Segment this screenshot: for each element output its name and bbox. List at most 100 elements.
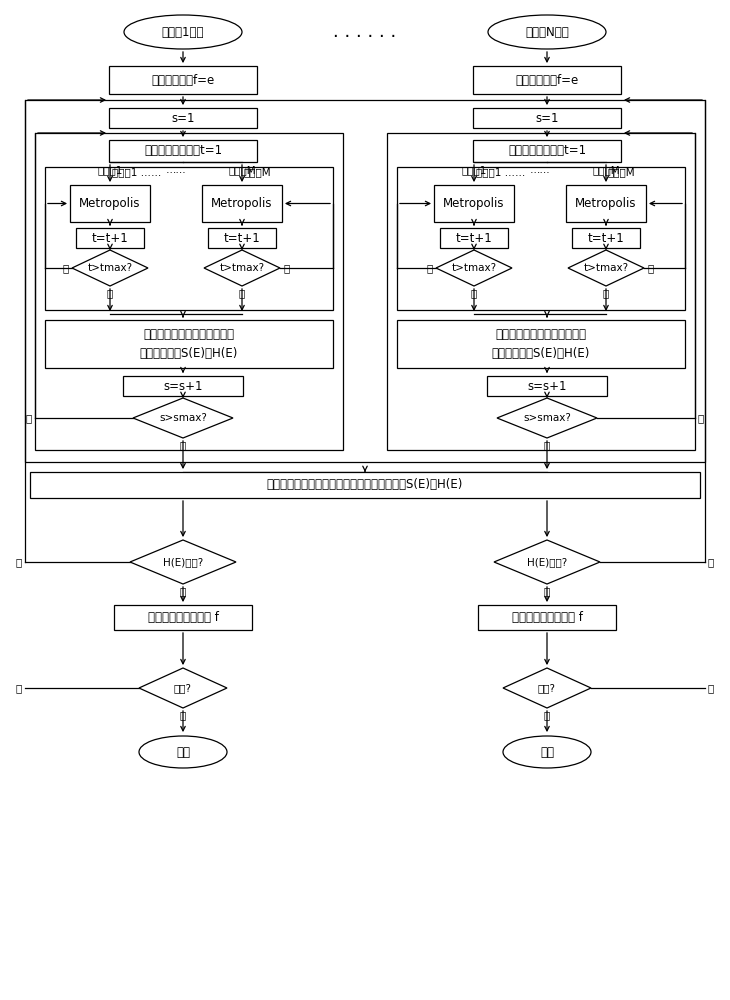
Polygon shape	[436, 250, 512, 286]
Polygon shape	[72, 250, 148, 286]
Ellipse shape	[139, 736, 227, 768]
Text: 初始化参数，f=e: 初始化参数，f=e	[151, 74, 215, 87]
Ellipse shape	[124, 15, 242, 49]
Text: 是: 是	[544, 440, 550, 450]
FancyBboxPatch shape	[70, 185, 150, 222]
FancyBboxPatch shape	[434, 185, 514, 222]
Text: t=t+1: t=t+1	[456, 232, 492, 244]
FancyBboxPatch shape	[440, 228, 508, 248]
Text: 分线程M: 分线程M	[608, 167, 636, 177]
Text: 所有线程间相互通信，计算得: 所有线程间相互通信，计算得	[496, 328, 586, 341]
FancyBboxPatch shape	[487, 376, 607, 396]
Text: t>tmax?: t>tmax?	[583, 263, 629, 273]
Text: t>tmax?: t>tmax?	[451, 263, 496, 273]
FancyBboxPatch shape	[473, 66, 621, 94]
Text: 是: 是	[180, 710, 186, 720]
Text: 否: 否	[708, 557, 714, 567]
Text: 结束?: 结束?	[538, 683, 556, 693]
Polygon shape	[497, 398, 597, 438]
FancyBboxPatch shape	[30, 472, 700, 498]
Text: s=s+1: s=s+1	[164, 379, 203, 392]
Text: t=t+1: t=t+1	[92, 232, 128, 244]
FancyBboxPatch shape	[397, 320, 685, 368]
Text: 分线程1 ……: 分线程1 ……	[112, 167, 161, 177]
Text: . . . . . .: . . . . . .	[334, 23, 396, 41]
Text: Metropolis: Metropolis	[80, 197, 141, 210]
FancyBboxPatch shape	[208, 228, 276, 248]
Text: 是: 是	[544, 586, 550, 596]
Text: 否: 否	[647, 263, 653, 273]
Text: 分进程N开始: 分进程N开始	[525, 25, 569, 38]
Text: 是: 是	[180, 586, 186, 596]
Text: 分线程1 ……: 分线程1 ……	[476, 167, 526, 177]
Text: 分线程1: 分线程1	[461, 165, 487, 175]
Text: 否: 否	[63, 263, 69, 273]
Ellipse shape	[503, 736, 591, 768]
Text: 否: 否	[698, 413, 704, 423]
FancyBboxPatch shape	[478, 605, 616, 630]
Text: s>smax?: s>smax?	[523, 413, 571, 423]
Text: s>smax?: s>smax?	[159, 413, 207, 423]
Polygon shape	[133, 398, 233, 438]
Text: s=s+1: s=s+1	[527, 379, 566, 392]
Text: t>tmax?: t>tmax?	[220, 263, 264, 273]
Text: 否: 否	[427, 263, 433, 273]
Text: 按方式改变修正因子 f: 按方式改变修正因子 f	[512, 611, 583, 624]
FancyBboxPatch shape	[45, 320, 333, 368]
Polygon shape	[130, 540, 236, 584]
Text: t=t+1: t=t+1	[588, 232, 624, 244]
Text: 所有进程间相互通信，计算和更新得到全局的S(E)，H(E): 所有进程间相互通信，计算和更新得到全局的S(E)，H(E)	[266, 479, 464, 491]
Text: 是: 是	[471, 288, 477, 298]
FancyBboxPatch shape	[572, 228, 640, 248]
Text: Metropolis: Metropolis	[443, 197, 504, 210]
Text: 分线程M: 分线程M	[592, 165, 620, 175]
Text: ……: ……	[166, 165, 186, 175]
Ellipse shape	[488, 15, 606, 49]
FancyBboxPatch shape	[114, 605, 252, 630]
Polygon shape	[568, 250, 644, 286]
Text: 结束: 结束	[540, 746, 554, 758]
Text: t>tmax?: t>tmax?	[88, 263, 133, 273]
Text: 是: 是	[603, 288, 609, 298]
Text: 结束?: 结束?	[174, 683, 192, 693]
Text: Metropolis: Metropolis	[211, 197, 273, 210]
Text: 到整个区间的S(E)，H(E): 到整个区间的S(E)，H(E)	[492, 347, 590, 360]
Polygon shape	[494, 540, 600, 584]
FancyBboxPatch shape	[202, 185, 282, 222]
Text: 是: 是	[544, 710, 550, 720]
Text: H(E)平缓?: H(E)平缓?	[527, 557, 567, 567]
Text: 对能量区间分段，t=1: 对能量区间分段，t=1	[508, 144, 586, 157]
FancyBboxPatch shape	[473, 140, 621, 162]
FancyBboxPatch shape	[109, 108, 257, 128]
FancyBboxPatch shape	[109, 140, 257, 162]
FancyBboxPatch shape	[566, 185, 646, 222]
FancyBboxPatch shape	[473, 108, 621, 128]
Text: 结束: 结束	[176, 746, 190, 758]
Polygon shape	[503, 668, 591, 708]
Text: 否: 否	[283, 263, 289, 273]
Polygon shape	[139, 668, 227, 708]
Text: 按方式改变修正因子 f: 按方式改变修正因子 f	[147, 611, 218, 624]
Text: H(E)平缓?: H(E)平缓?	[163, 557, 203, 567]
FancyBboxPatch shape	[76, 228, 144, 248]
Text: 所有线程间相互通信，计算得: 所有线程间相互通信，计算得	[144, 328, 234, 341]
Text: 初始化参数，f=e: 初始化参数，f=e	[515, 74, 579, 87]
Text: 否: 否	[26, 413, 32, 423]
Text: 分线程M: 分线程M	[244, 167, 272, 177]
Text: 分线程M: 分线程M	[228, 165, 256, 175]
FancyBboxPatch shape	[123, 376, 243, 396]
Text: t=t+1: t=t+1	[223, 232, 261, 244]
Text: 分线程1: 分线程1	[97, 165, 123, 175]
Text: 是: 是	[239, 288, 245, 298]
Text: 对能量区间分段，t=1: 对能量区间分段，t=1	[144, 144, 222, 157]
Text: s=1: s=1	[172, 111, 195, 124]
Text: 否: 否	[16, 557, 22, 567]
Text: 否: 否	[708, 683, 714, 693]
Text: 到整个区间的S(E)，H(E): 到整个区间的S(E)，H(E)	[140, 347, 238, 360]
Text: 是: 是	[107, 288, 113, 298]
Text: s=1: s=1	[535, 111, 558, 124]
FancyBboxPatch shape	[109, 66, 257, 94]
Polygon shape	[204, 250, 280, 286]
Text: Metropolis: Metropolis	[575, 197, 637, 210]
Text: 否: 否	[16, 683, 22, 693]
